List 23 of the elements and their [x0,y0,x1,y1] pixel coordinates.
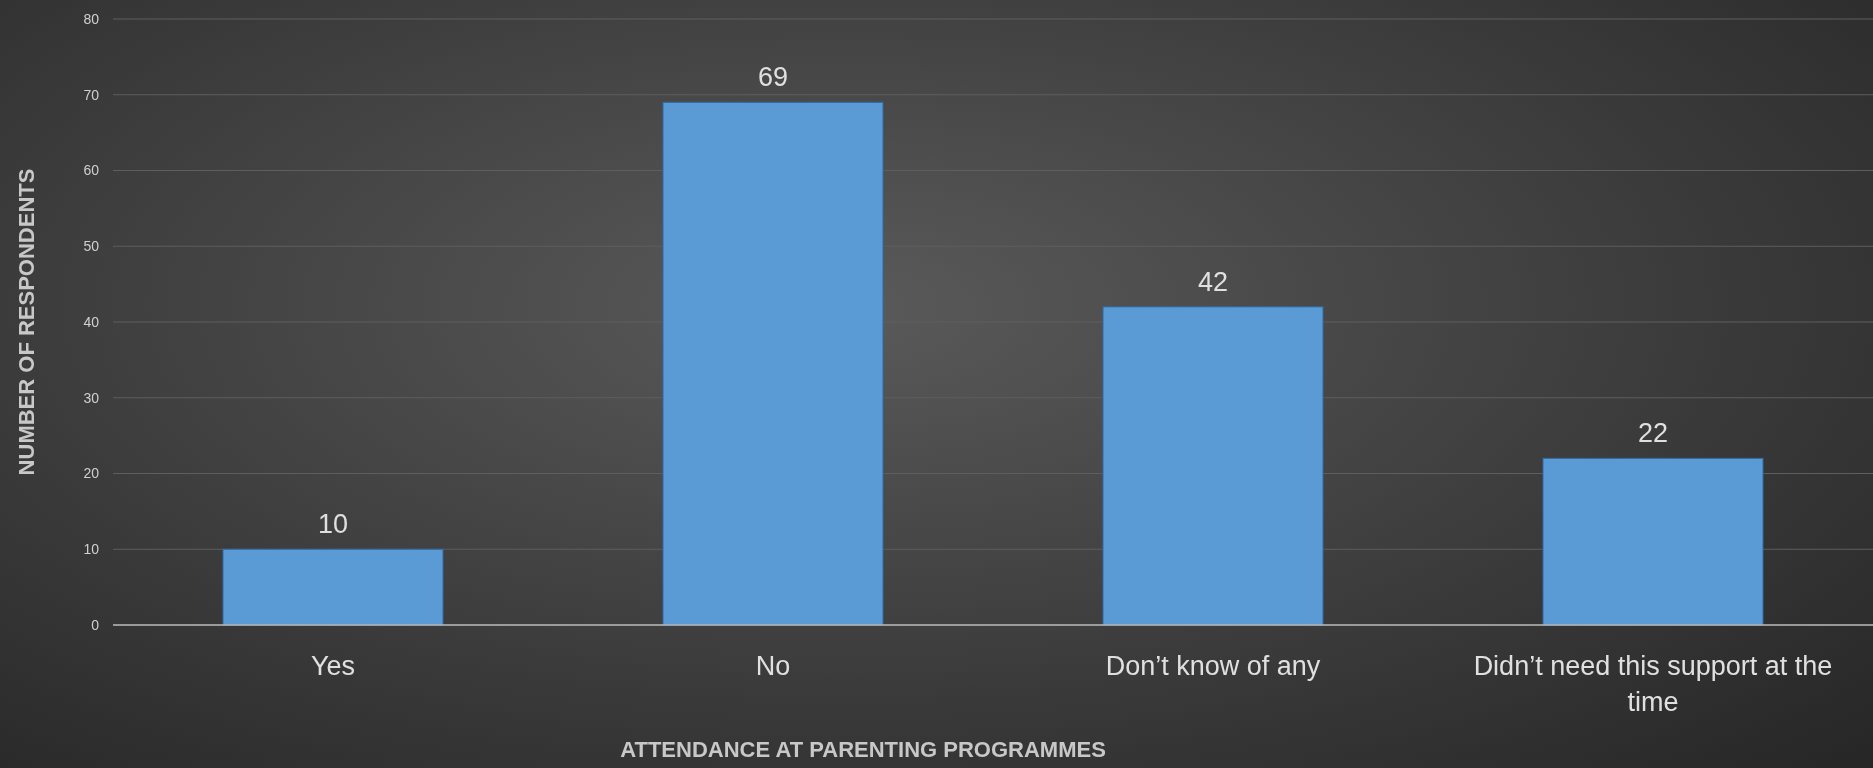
y-tick-label: 80 [83,10,100,27]
y-tick-label: 20 [83,465,100,482]
data-label: 22 [1637,418,1669,449]
data-label: 69 [757,62,789,93]
bar [222,548,444,626]
data-label: 42 [1197,266,1229,297]
bar [662,101,884,626]
y-axis-title: NUMBER OF RESPONDENTS [14,168,39,476]
x-tick-label: Don’t know of any [1105,651,1321,681]
y-tick-label: 50 [83,238,100,255]
y-tick-label: 40 [83,313,100,330]
x-tick-label: Yes [310,651,356,681]
y-tick-label: 30 [83,389,100,406]
x-tick-label: No [755,651,791,681]
y-tick-label: 0 [91,616,100,633]
y-tick-label: 10 [83,541,100,558]
data-label: 10 [317,509,349,540]
bar [1102,306,1324,626]
y-tick-label: 70 [83,86,100,103]
x-axis-title: ATTENDANCE AT PARENTING PROGRAMMES [620,737,1106,762]
bar [1542,457,1764,626]
y-tick-label: 60 [83,162,100,179]
x-tick-label: Didn’t need this support at the time [1473,651,1833,717]
